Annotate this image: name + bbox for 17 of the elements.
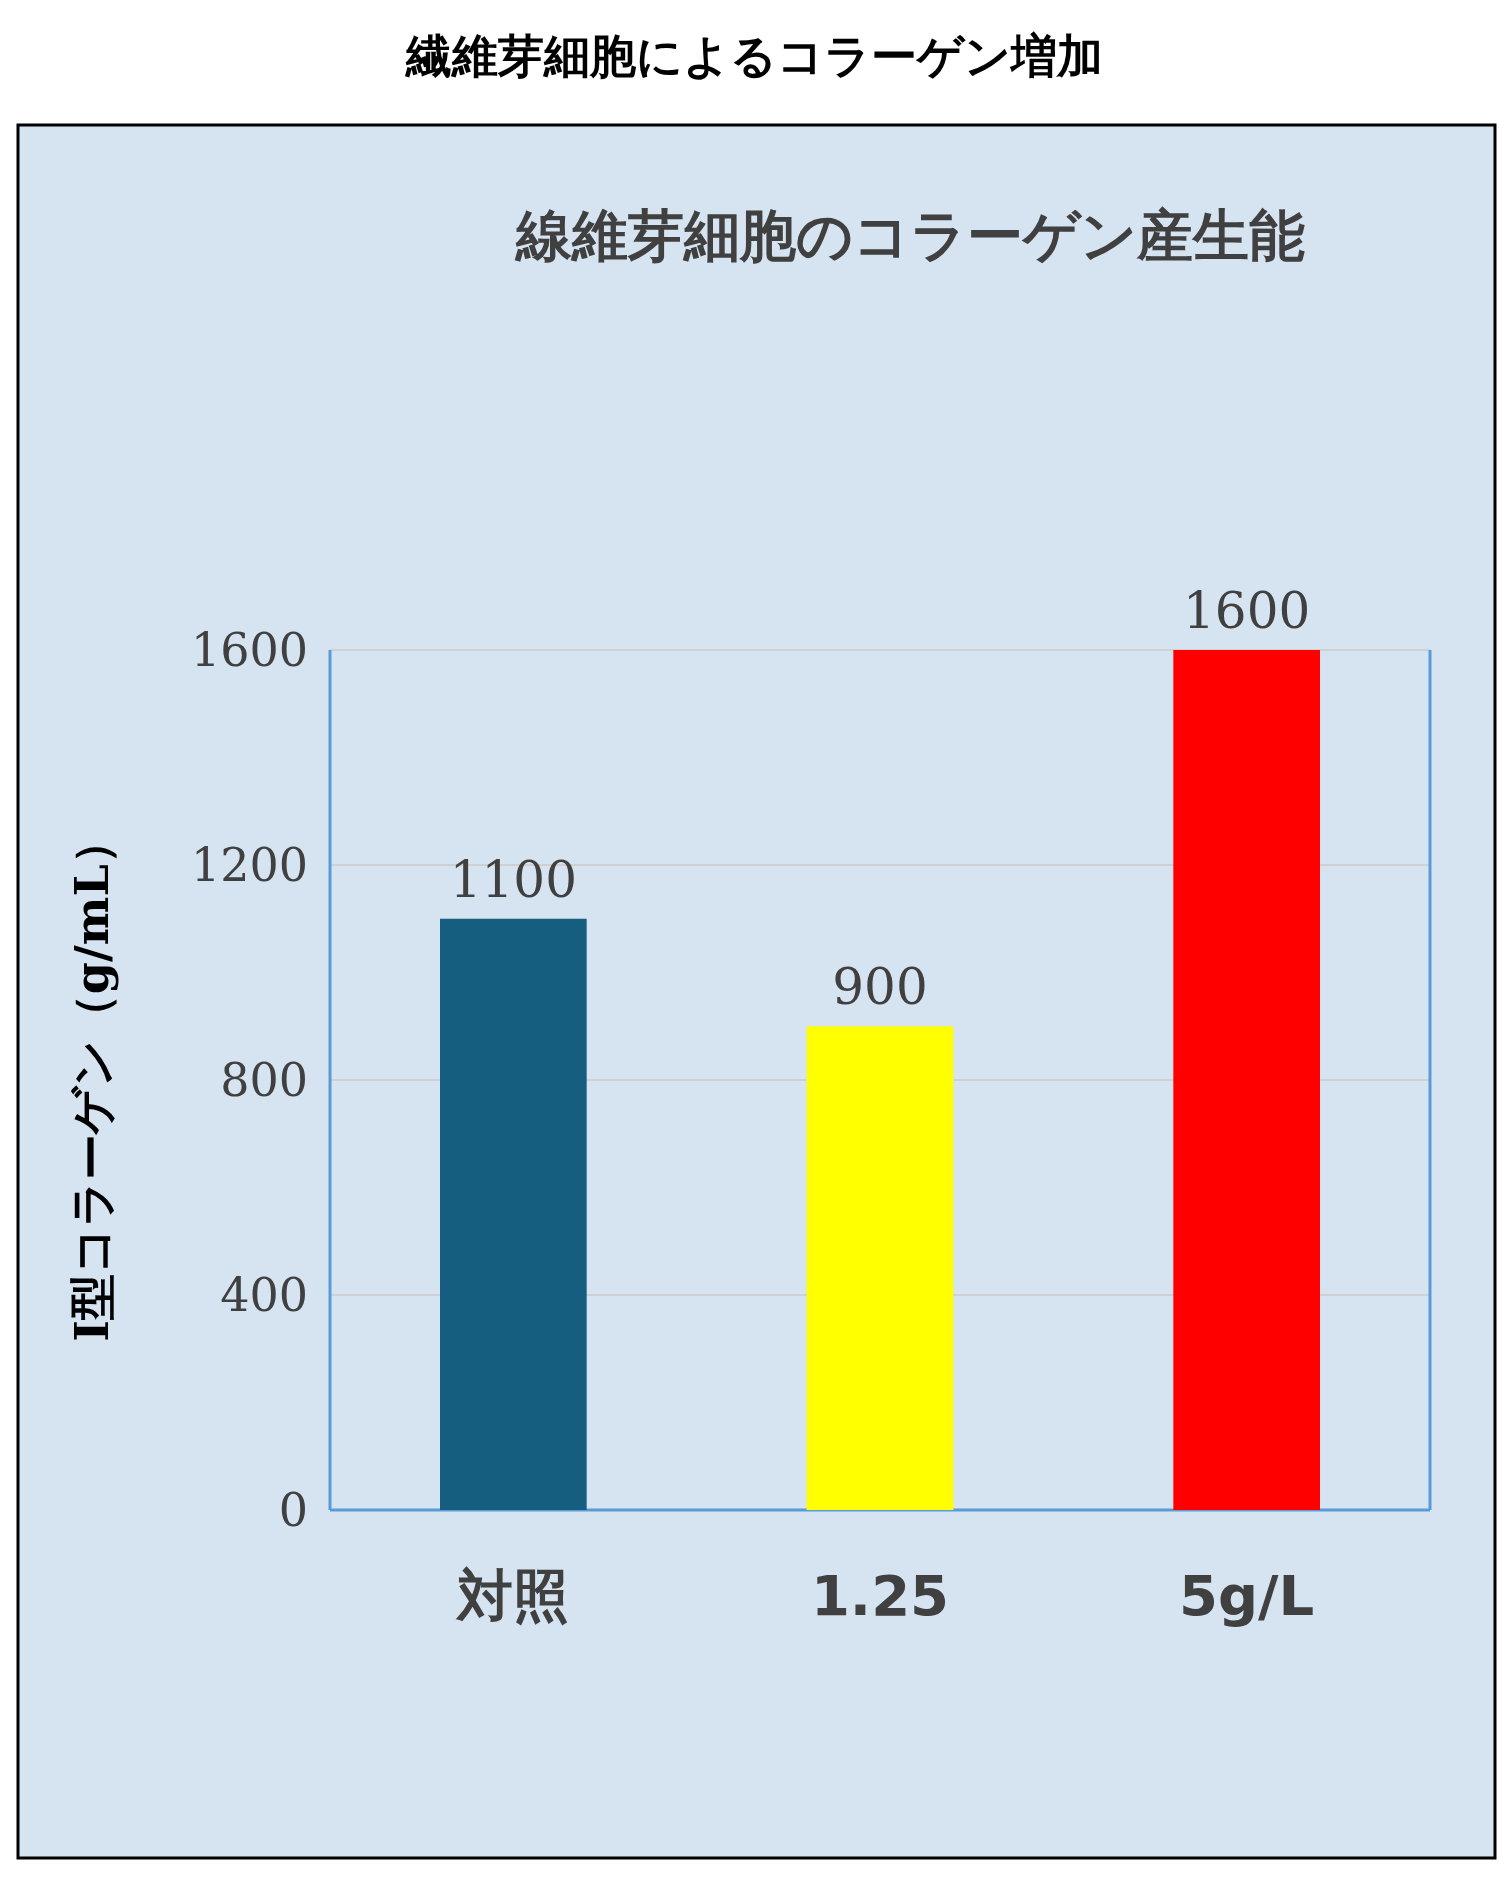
y-tick-label: 800 <box>220 1053 308 1107</box>
data-label: 1100 <box>449 850 577 909</box>
y-axis-title: I型コラーゲン（g/mL） <box>65 818 119 1342</box>
bar <box>806 1026 954 1510</box>
data-label: 900 <box>832 958 928 1017</box>
chart-title: 繊維芽細胞によるコラーゲン増加 <box>404 29 1103 83</box>
data-label: 1600 <box>1183 582 1311 640</box>
y-tick-label: 1600 <box>190 623 308 677</box>
y-tick-label: 1200 <box>190 838 308 892</box>
x-tick-label: 1.25 <box>810 1563 950 1628</box>
y-tick-label: 400 <box>220 1268 308 1322</box>
x-tick-label: 対照 <box>455 1563 570 1628</box>
chart-subtitle: 線維芽細胞のコラーゲン産生能 <box>513 203 1305 268</box>
bar <box>440 918 587 1510</box>
y-tick-label: 0 <box>278 1483 308 1537</box>
x-tick-label: 5g/L <box>1179 1563 1315 1628</box>
bar <box>1173 650 1320 1510</box>
